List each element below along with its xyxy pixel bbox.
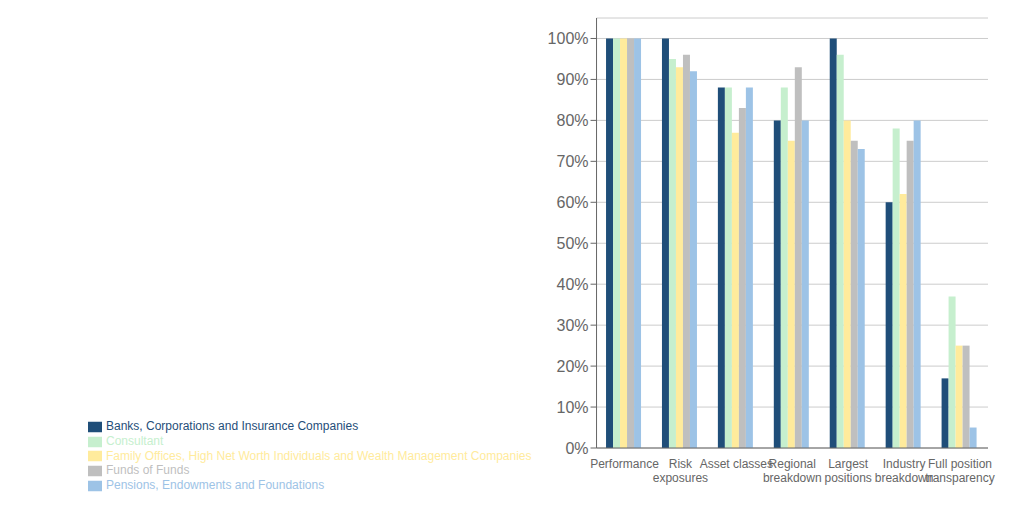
svg-text:Asset classes: Asset classes: [700, 457, 773, 471]
svg-text:80%: 80%: [557, 112, 589, 129]
svg-text:40%: 40%: [557, 276, 589, 293]
svg-text:100%: 100%: [548, 30, 589, 47]
svg-text:20%: 20%: [557, 358, 589, 375]
html-text:breakdown: breakdown: [874, 471, 934, 485]
svg-text:Performance: Performance: [590, 457, 659, 471]
html-text:Risk: Risk: [668, 457, 693, 471]
svg-text:10%: 10%: [557, 399, 589, 416]
svg-text:70%: 70%: [557, 153, 589, 170]
svg-text:Largestpositions: Largestpositions: [825, 457, 872, 485]
svg-text:30%: 30%: [557, 317, 589, 334]
html-text:Banks, Corporations and Insura: Banks, Corporations and Insurance Compan…: [106, 418, 359, 433]
html-text:Family Offices, High Net Worth: Family Offices, High Net Worth Individua…: [106, 448, 532, 463]
svg-text:60%: 60%: [557, 194, 589, 211]
html-text:Pensions, Endowments and Found: Pensions, Endowments and Foundations: [106, 478, 325, 493]
html-text:Consultant: Consultant: [106, 433, 164, 448]
svg-text:50%: 50%: [557, 235, 589, 252]
html-text:exposures: exposures: [652, 471, 709, 485]
svg-text:90%: 90%: [557, 71, 589, 88]
svg-text:0%: 0%: [565, 440, 588, 457]
svg-text:Full positiontransparency: Full positiontransparency: [925, 457, 994, 485]
svg-text:Regionalbreakdown: Regionalbreakdown: [763, 457, 822, 485]
html-text:Funds of Funds: Funds of Funds: [106, 463, 190, 478]
html-text:Industry: Industry: [882, 457, 926, 471]
